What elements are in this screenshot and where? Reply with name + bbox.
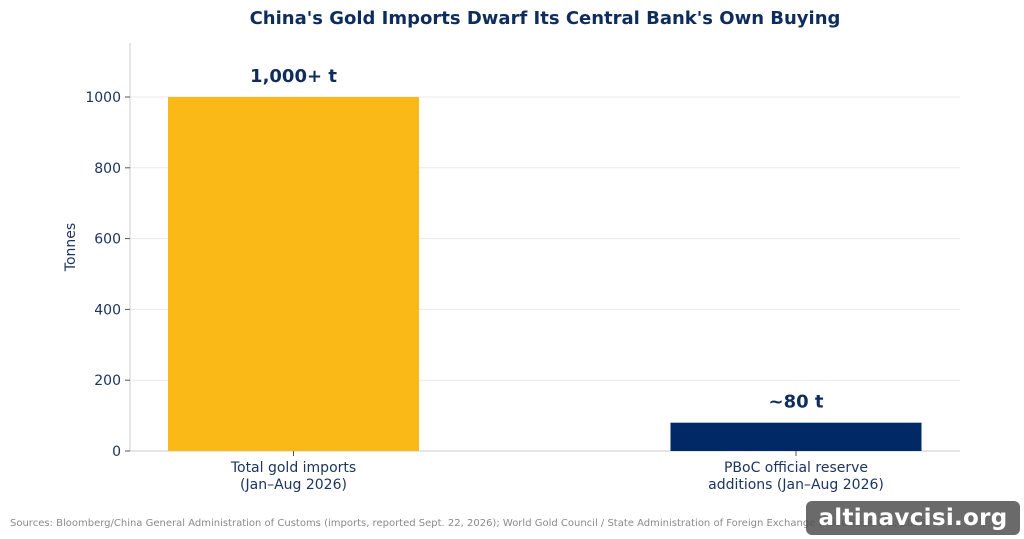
y-axis-label: Tonnes	[63, 223, 79, 272]
chart-title: China's Gold Imports Dwarf Its Central B…	[250, 8, 841, 29]
y-ticks: 0 200 400 600 800 1000	[85, 90, 130, 460]
data-label: ~80 t	[768, 392, 823, 413]
watermark-logo: altinavcisi.org	[806, 501, 1020, 535]
x-ticks: Total gold imports(Jan–Aug 2026) PBoC off…	[230, 451, 884, 493]
y-tick-label: 400	[94, 302, 121, 318]
data-labels: 1,000+ t ~80 t	[250, 66, 824, 413]
y-tick-label: 800	[94, 161, 121, 177]
y-tick-label: 0	[112, 444, 121, 460]
source-note: Sources: Bloomberg/China General Adminis…	[10, 518, 930, 529]
bar	[168, 97, 419, 451]
y-tick-label: 600	[94, 232, 121, 248]
x-tick-label: (Jan–Aug 2026)	[240, 477, 347, 493]
x-tick-label: additions (Jan–Aug 2026)	[708, 477, 884, 493]
data-label: 1,000+ t	[250, 66, 337, 87]
y-tick-label: 1000	[85, 90, 121, 106]
y-tick-label: 200	[94, 373, 121, 389]
x-tick-label: PBoC official reserve	[724, 460, 868, 476]
x-tick-label: Total gold imports	[230, 460, 356, 476]
bar	[670, 422, 922, 451]
bars	[168, 97, 922, 451]
